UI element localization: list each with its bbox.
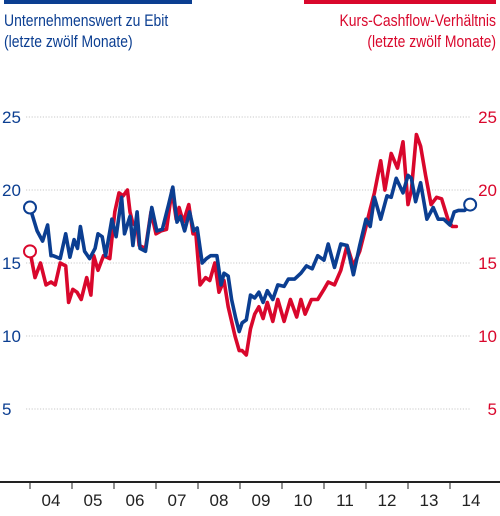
legend-left-line2: (letzte zwölf Monate)	[4, 32, 133, 51]
y-tick-left: 20	[2, 181, 21, 200]
legend-right-line1: Kurs-Cashflow-Verhältnis	[339, 11, 496, 30]
legend-right-line2: (letzte zwölf Monate)	[367, 32, 496, 51]
legend-left-color-bar	[4, 0, 192, 4]
x-tick-label: 14	[462, 491, 481, 510]
y-tick-right: 20	[478, 181, 497, 200]
series-start-marker	[23, 244, 37, 259]
series-line-price-cashflow	[28, 132, 459, 357]
x-tick-label: 05	[84, 491, 103, 510]
series-end-marker	[463, 197, 478, 212]
x-tick-label: 04	[42, 491, 61, 510]
y-tick-left: 10	[2, 327, 21, 346]
legend-left: Unternehmenswert zu Ebit (letzte zwölf M…	[4, 0, 204, 52]
series-start-marker	[23, 200, 37, 215]
x-tick-label: 08	[210, 491, 229, 510]
y-tick-left: 25	[2, 108, 21, 127]
legend-left-line1: Unternehmenswert zu Ebit	[4, 11, 169, 30]
legend-right-color-bar	[304, 0, 496, 4]
x-tick-label: 07	[168, 491, 187, 510]
x-tick-label: 10	[294, 491, 313, 510]
y-tick-right: 15	[478, 254, 497, 273]
y-tick-left: 15	[2, 254, 21, 273]
x-tick-label: 12	[378, 491, 397, 510]
y-tick-right: 25	[478, 108, 497, 127]
x-tick-label: 06	[126, 491, 145, 510]
y-tick-right: 10	[478, 327, 497, 346]
y-tick-right: 5	[488, 400, 497, 419]
x-tick-label: 13	[420, 491, 439, 510]
y-tick-left: 5	[2, 400, 11, 419]
legend-right: Kurs-Cashflow-Verhältnis (letzte zwölf M…	[304, 0, 496, 52]
x-tick-label: 09	[252, 491, 271, 510]
x-tick-label: 11	[336, 491, 354, 510]
series-line-ev-ebit	[28, 173, 473, 334]
